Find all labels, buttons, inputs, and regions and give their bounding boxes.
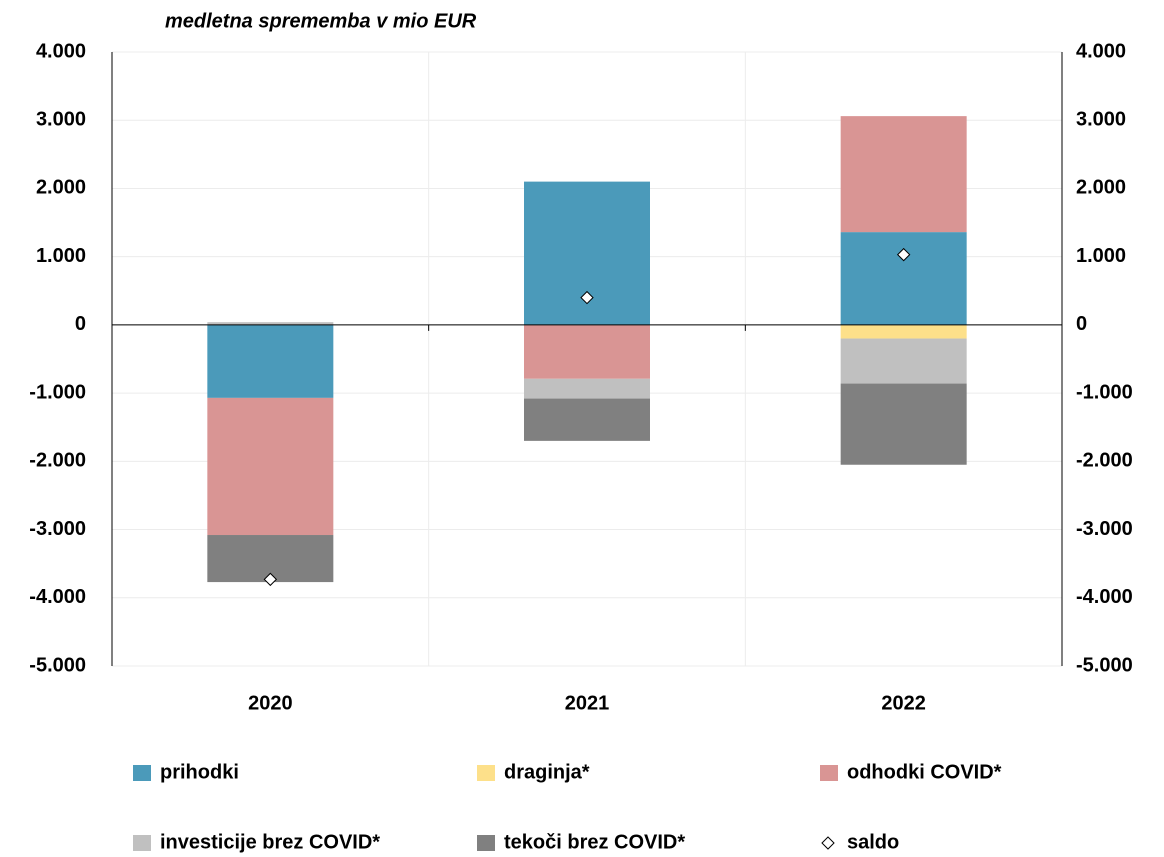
y-tick-label: 3.000 [36, 109, 86, 131]
legend-swatch [477, 835, 495, 851]
chart-title: medletna sprememba v mio EUR [165, 10, 477, 32]
bar-segment [524, 398, 650, 441]
y2-tick-label: 4.000 [1076, 40, 1126, 62]
legend-swatch [133, 835, 151, 851]
y2-tick-label: 1.000 [1076, 245, 1126, 267]
bar-segment [207, 324, 334, 398]
saldo-marker [896, 247, 911, 262]
legend-label: saldo [847, 831, 899, 853]
bar-segment [840, 383, 967, 465]
y2-tick-label: -4.000 [1076, 586, 1133, 608]
legend-label: tekoči brez COVID* [504, 831, 685, 853]
legend-label: odhodki COVID* [847, 761, 1002, 783]
x-tick-label: 2020 [248, 692, 293, 714]
y2-tick-label: 3.000 [1076, 109, 1126, 131]
bar-segment [840, 324, 967, 339]
x-tick-label: 2022 [881, 692, 926, 714]
bar-segment [524, 324, 650, 379]
legend-swatch [820, 765, 838, 781]
y-tick-label: -5.000 [29, 654, 86, 676]
y-tick-label: 0 [75, 313, 86, 335]
y-tick-label: 4.000 [36, 40, 86, 62]
legend-label: investicije brez COVID* [160, 831, 380, 853]
bar-segment [840, 338, 967, 384]
legend-label: prihodki [160, 761, 239, 783]
bar-segment [840, 232, 967, 325]
bar-segment [524, 378, 650, 399]
y-tick-label: -4.000 [29, 586, 86, 608]
y2-tick-label: 0 [1076, 313, 1087, 335]
y-tick-label: -1.000 [29, 381, 86, 403]
legend-marker [821, 836, 835, 850]
y-tick-label: -3.000 [29, 518, 86, 540]
legend-swatch [133, 765, 151, 781]
saldo-marker [263, 572, 278, 587]
y2-tick-label: -5.000 [1076, 654, 1133, 676]
y-tick-label: -2.000 [29, 450, 86, 472]
saldo-marker [580, 290, 594, 305]
y-tick-label: 1.000 [36, 245, 86, 267]
y-tick-label: 2.000 [36, 177, 86, 199]
bar-segment [207, 322, 334, 325]
y2-tick-label: -2.000 [1076, 450, 1133, 472]
bar-segment [840, 116, 967, 233]
y2-tick-label: -3.000 [1076, 518, 1133, 540]
y2-tick-label: -1.000 [1076, 381, 1133, 403]
x-tick-label: 2021 [565, 692, 610, 714]
y2-tick-label: 2.000 [1076, 177, 1126, 199]
bar-segment [207, 397, 334, 536]
legend-label: draginja* [504, 761, 590, 783]
legend-swatch [477, 765, 495, 781]
